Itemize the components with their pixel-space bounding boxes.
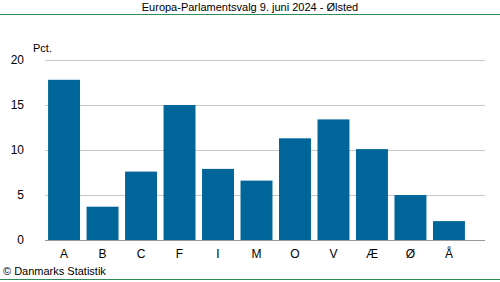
- bar: [433, 221, 465, 240]
- grid-line: [45, 150, 485, 151]
- bar: [87, 207, 119, 240]
- bar: [279, 138, 311, 240]
- grid-line: [45, 240, 485, 241]
- title-rule: [0, 14, 500, 15]
- y-axis: 0 5 10 15 20: [11, 53, 28, 247]
- grid-line: [45, 105, 485, 106]
- x-tick: V: [329, 240, 337, 261]
- y-tick: 0: [17, 233, 27, 247]
- x-axis-line: [45, 240, 485, 241]
- y-tick: 20: [11, 53, 27, 67]
- x-tick: F: [176, 240, 183, 261]
- x-tick: Ø: [406, 240, 415, 261]
- x-axis: ABCFIMOVÆØÅ: [45, 240, 485, 261]
- bar: [356, 149, 388, 240]
- y-tick: 5: [17, 188, 27, 202]
- x-tick: Æ: [366, 240, 378, 261]
- footer-rule: [0, 279, 500, 280]
- y-tick-label: 20: [11, 53, 25, 67]
- y-label: Pct.: [33, 42, 52, 54]
- title: Europa-Parlamentsvalg 9. juni 2024 - Øls…: [142, 1, 358, 13]
- x-tick: M: [252, 240, 262, 261]
- x-tick-label: O: [290, 247, 299, 261]
- x-tick: C: [137, 240, 146, 261]
- y-tick-label: 0: [17, 233, 24, 247]
- x-tick-label: F: [176, 247, 183, 261]
- x-tick-label: Ø: [406, 247, 415, 261]
- grid: [45, 61, 485, 241]
- x-tick-label: C: [137, 247, 146, 261]
- x-tick: I: [216, 240, 219, 261]
- x-tick: O: [290, 240, 299, 261]
- x-tick-label: Æ: [366, 247, 378, 261]
- x-tick-label: M: [252, 247, 262, 261]
- y-tick: 10: [11, 143, 27, 157]
- bar: [394, 195, 426, 240]
- x-tick-label: A: [60, 247, 68, 261]
- bar: [318, 119, 350, 240]
- grid-line: [45, 60, 485, 61]
- x-tick-label: V: [329, 247, 337, 261]
- footer: © Danmarks Statistik: [3, 265, 106, 277]
- bar: [164, 105, 196, 240]
- bars: [48, 80, 465, 240]
- y-tick-label: 15: [11, 98, 25, 112]
- bar: [48, 80, 80, 240]
- x-tick: Å: [445, 240, 453, 261]
- x-tick-label: I: [216, 247, 219, 261]
- y-tick: 15: [11, 98, 27, 112]
- bar: [241, 181, 273, 240]
- x-tick-label: Å: [445, 246, 453, 261]
- x-tick: A: [60, 240, 68, 261]
- y-tick-label: 10: [11, 143, 25, 157]
- chart: Europa-Parlamentsvalg 9. juni 2024 - Øls…: [0, 0, 500, 282]
- x-tick-label: B: [99, 247, 107, 261]
- y-axis-line: [27, 61, 28, 241]
- bar: [125, 172, 157, 240]
- bar: [202, 169, 234, 240]
- y-tick-label: 5: [17, 188, 24, 202]
- x-tick: B: [99, 240, 107, 261]
